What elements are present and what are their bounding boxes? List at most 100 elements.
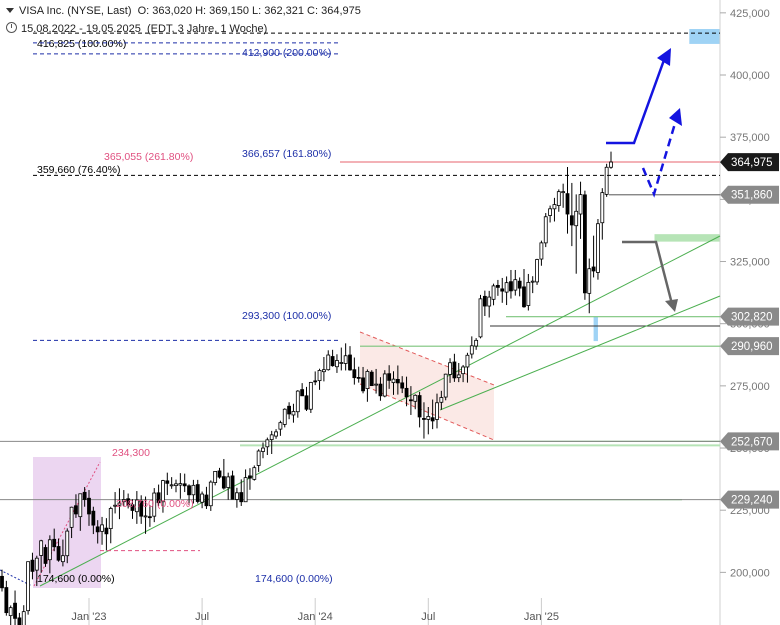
candle-body	[65, 530, 70, 557]
highlight-zone	[689, 29, 720, 44]
price-tag-label: 302,820	[731, 312, 773, 324]
candle-body	[287, 405, 292, 415]
arrow-head	[665, 299, 678, 312]
fibonacci-levels: 416,825 (100.00%) 412,900 (200.00%) 365,05…	[33, 32, 720, 585]
y-tick-label: 400,000	[730, 70, 770, 82]
candle-body	[117, 502, 122, 506]
candle-body	[604, 166, 609, 195]
trend-line	[39, 235, 721, 587]
candle-body	[435, 402, 439, 420]
candle-body	[326, 354, 331, 371]
candle-body	[69, 506, 74, 528]
candle-body	[356, 377, 361, 379]
candle-body	[139, 500, 144, 517]
fib-level-label: 208,760 (0.00%)	[116, 498, 194, 510]
candle-body	[387, 373, 392, 381]
candle-body	[226, 476, 231, 488]
candle-body	[404, 387, 409, 398]
fib-level-label: 234,300	[112, 447, 150, 459]
ohlc-values: O: 363,020 H: 369,150 L: 362,321 C: 364,…	[137, 5, 361, 17]
candle-body	[413, 394, 418, 402]
candle-body	[335, 360, 339, 368]
candle-body	[361, 377, 365, 392]
candle-body	[278, 422, 283, 430]
candle-body	[269, 434, 274, 440]
candle-body	[587, 268, 592, 294]
candle-body	[213, 471, 218, 483]
candle-body	[74, 505, 78, 515]
chart-header-line-2: 15.08.2022 - 19.05.2025 (EDT, 3 Jahre, 1…	[6, 22, 267, 35]
candle-body	[313, 380, 318, 383]
candle-body	[134, 499, 139, 513]
fib-level-label: 416,825 (100.00%)	[37, 38, 126, 50]
fib-level-label: 174,600 (0.00%)	[37, 573, 115, 585]
candle-body	[34, 557, 39, 571]
candle-body	[539, 242, 544, 260]
candle-body	[191, 484, 196, 496]
candle-body	[304, 395, 309, 410]
candle-body	[274, 431, 278, 437]
candle-body	[78, 493, 83, 518]
candle-body	[47, 539, 52, 561]
candle-body	[452, 361, 457, 379]
candle-body	[478, 298, 483, 338]
candle-body	[130, 504, 135, 511]
candle-body	[243, 477, 248, 503]
arrow-head	[657, 48, 671, 66]
candle-body	[0, 575, 4, 589]
candle-body	[517, 280, 522, 289]
candle-body	[378, 383, 383, 397]
candle-body	[565, 193, 570, 215]
candle-body	[596, 223, 600, 273]
candle-body	[108, 508, 113, 530]
candle-body	[513, 279, 518, 291]
candle-body	[208, 481, 213, 507]
y-tick-label: 275,000	[730, 381, 770, 393]
candle-body	[500, 288, 505, 292]
candle-body	[13, 602, 17, 619]
candle-body	[456, 374, 461, 379]
candle-body	[408, 399, 413, 402]
y-tick-label: 425,000	[730, 8, 770, 20]
candle-body	[261, 447, 265, 452]
candle-body	[535, 259, 539, 283]
candle-body	[204, 494, 209, 507]
candle-body	[143, 515, 148, 518]
support-resistance-lines	[0, 161, 720, 501]
candle-body	[495, 284, 500, 288]
candle-body	[561, 191, 566, 194]
candlestick-series	[0, 151, 613, 625]
channel-area	[360, 332, 494, 440]
collapse-caret-icon[interactable]	[6, 8, 14, 13]
candle-body	[100, 524, 104, 532]
candle-body	[369, 371, 374, 387]
candle-body	[343, 355, 348, 364]
candle-body	[26, 561, 31, 612]
candle-body	[352, 369, 357, 379]
candle-body	[291, 411, 296, 416]
candle-body	[317, 370, 322, 382]
price-tag	[720, 490, 779, 509]
candle-body	[169, 484, 174, 487]
candle-body	[461, 366, 466, 375]
candle-body	[465, 354, 470, 368]
candle-body	[295, 390, 300, 413]
projection-arrows	[606, 48, 682, 312]
fib-level-label: 359,660 (76.40%)	[37, 164, 120, 176]
arrow-head	[669, 108, 682, 126]
y-tick-label: 325,000	[730, 257, 770, 269]
x-tick-label: Jan '25	[524, 611, 559, 623]
candle-body	[239, 492, 244, 503]
candle-body	[195, 484, 200, 502]
candle-body	[504, 282, 509, 293]
candle-body	[417, 395, 422, 418]
candle-body	[443, 373, 448, 398]
price-tag	[720, 337, 779, 356]
candle-body	[365, 371, 370, 389]
highlight-zone	[654, 234, 720, 242]
date-range: 15.08.2022 - 19.05.2025	[21, 23, 141, 35]
candle-body	[165, 480, 170, 484]
fib-level-label: 293,300 (100.00%)	[242, 310, 331, 322]
x-tick-label: Jul	[421, 611, 435, 623]
